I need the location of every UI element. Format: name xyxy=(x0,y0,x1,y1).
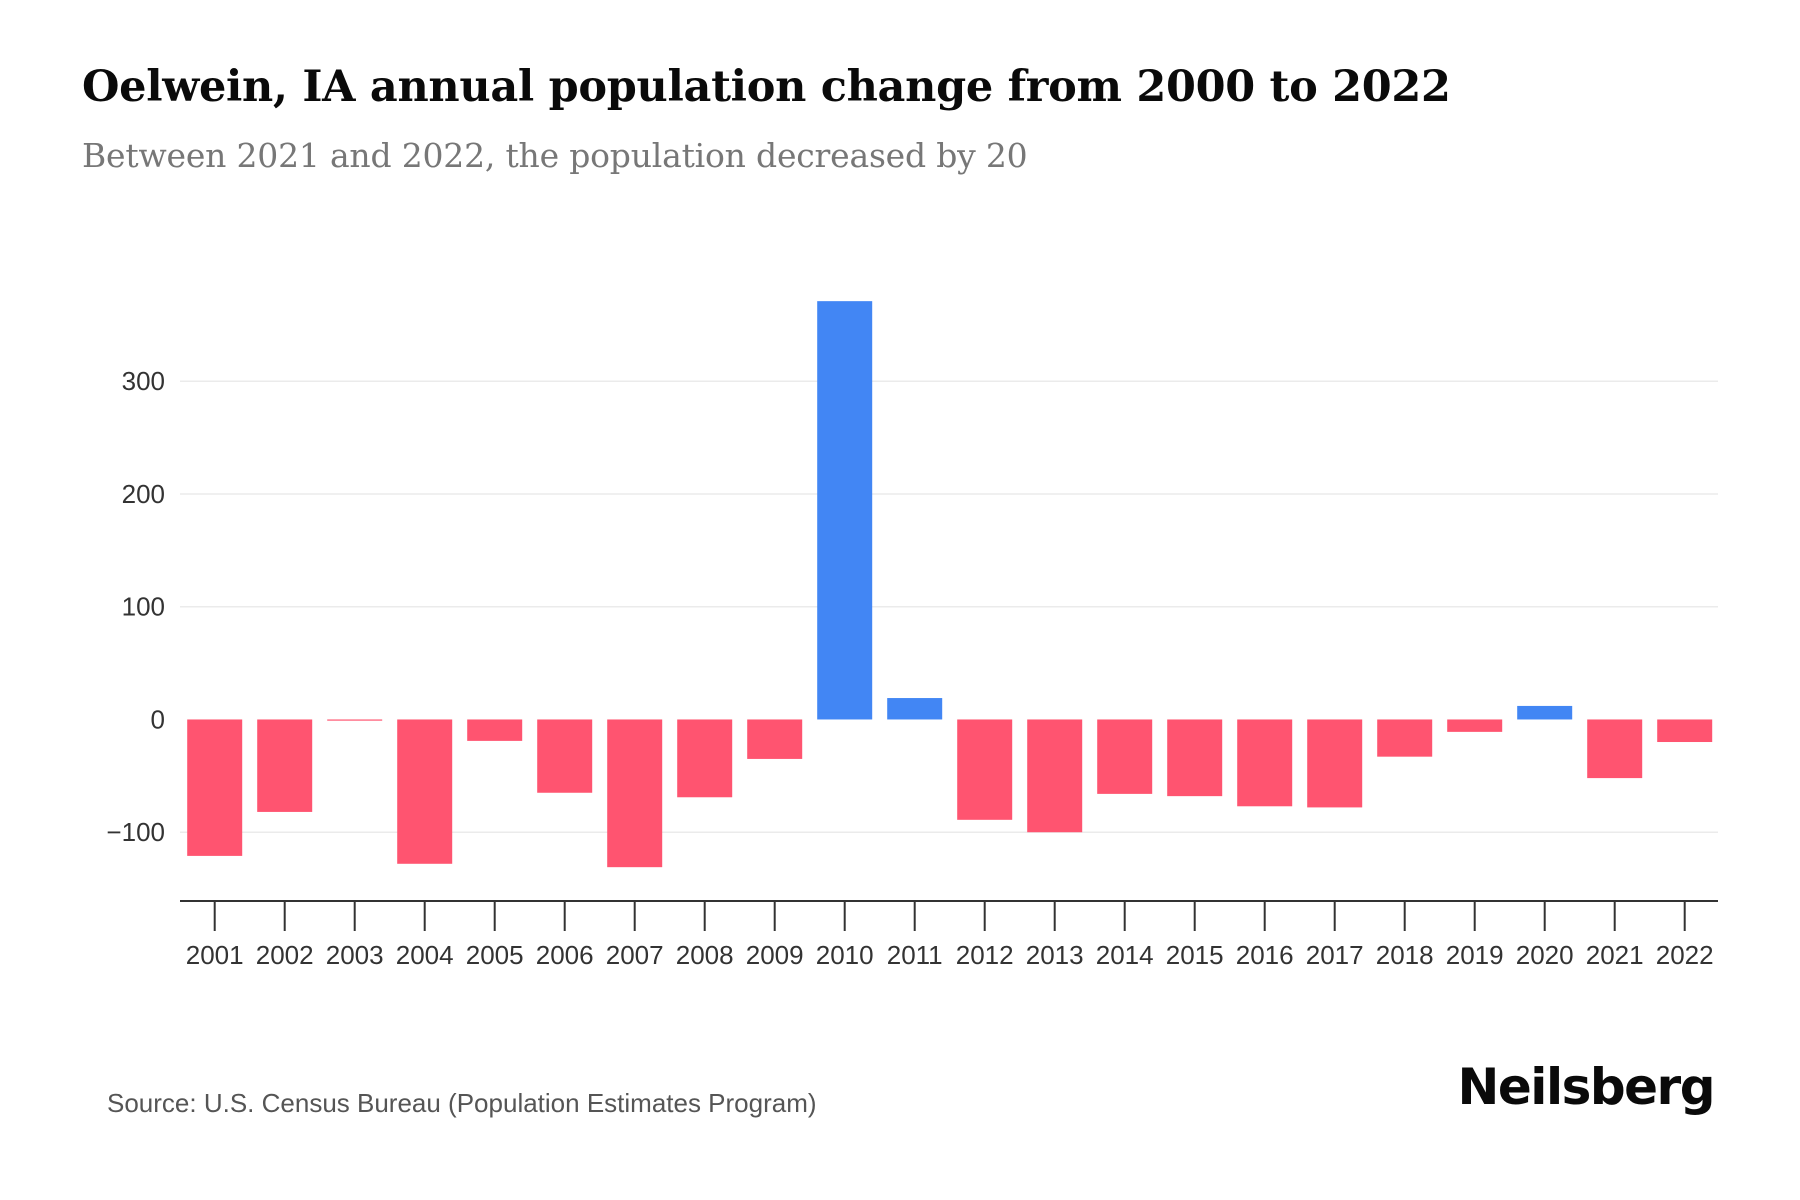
bar-2017 xyxy=(1307,719,1363,808)
bars xyxy=(187,301,1713,868)
x-tick-label: 2001 xyxy=(186,940,244,970)
x-tick-label: 2004 xyxy=(396,940,454,970)
brand-logo: Neilsberg xyxy=(1457,1058,1716,1116)
y-tick-label: 0 xyxy=(151,704,165,734)
bar-2005 xyxy=(467,719,523,741)
x-tick-label: 2020 xyxy=(1516,940,1574,970)
x-tick-label: 2014 xyxy=(1096,940,1154,970)
x-tick-label: 2003 xyxy=(326,940,384,970)
bar-2012 xyxy=(957,719,1013,820)
bar-2021 xyxy=(1587,719,1643,779)
chart-title: Oelwein, IA annual population change fro… xyxy=(82,62,1451,112)
bar-2022 xyxy=(1657,719,1713,743)
bar-2009 xyxy=(747,719,803,759)
bar-2018 xyxy=(1377,719,1433,757)
source-note: Source: U.S. Census Bureau (Population E… xyxy=(107,1088,817,1118)
bar-2003 xyxy=(327,719,383,721)
bar-2001 xyxy=(187,719,243,856)
x-tick-label: 2008 xyxy=(676,940,734,970)
x-tick-label: 2022 xyxy=(1656,940,1714,970)
bar-2014 xyxy=(1097,719,1153,794)
x-tick-label: 2011 xyxy=(887,940,943,970)
x-tick-label: 2013 xyxy=(1026,940,1084,970)
x-tick-label: 2006 xyxy=(536,940,594,970)
x-tick-label: 2015 xyxy=(1166,940,1224,970)
x-axis xyxy=(180,900,1718,931)
x-tick-label: 2005 xyxy=(466,940,524,970)
bar-2006 xyxy=(537,719,593,793)
x-tick-label: 2010 xyxy=(816,940,874,970)
bar-2004 xyxy=(397,719,453,864)
bar-2010 xyxy=(817,301,873,720)
bar-2020 xyxy=(1517,705,1573,720)
x-tick-label: 2021 xyxy=(1586,940,1644,970)
bar-2013 xyxy=(1027,719,1083,833)
x-tick-label: 2017 xyxy=(1306,940,1364,970)
bar-2016 xyxy=(1237,719,1293,807)
bar-2008 xyxy=(677,719,733,798)
y-tick-label: −100 xyxy=(106,817,165,847)
x-axis-labels: 2001 2002 2003 2004 2005 2006 2007 2008 2009 2010… xyxy=(186,940,1714,970)
y-tick-label: 200 xyxy=(122,479,165,509)
bar-2011 xyxy=(887,698,943,720)
bar-2019 xyxy=(1447,719,1503,732)
x-tick-label: 2009 xyxy=(746,940,804,970)
x-tick-label: 2002 xyxy=(256,940,314,970)
bar-2015 xyxy=(1167,719,1223,797)
bar-2007 xyxy=(607,719,663,868)
y-tick-label: 300 xyxy=(122,366,165,396)
chart-subtitle: Between 2021 and 2022, the population de… xyxy=(82,136,1028,175)
x-tick-label: 2007 xyxy=(606,940,664,970)
x-tick-label: 2019 xyxy=(1446,940,1504,970)
x-tick-label: 2018 xyxy=(1376,940,1434,970)
x-tick-label: 2012 xyxy=(956,940,1014,970)
x-tick-label: 2016 xyxy=(1236,940,1294,970)
y-axis-labels: −100 0 100 200 300 xyxy=(106,366,165,847)
y-tick-label: 100 xyxy=(122,592,165,622)
bar-2002 xyxy=(257,719,313,812)
